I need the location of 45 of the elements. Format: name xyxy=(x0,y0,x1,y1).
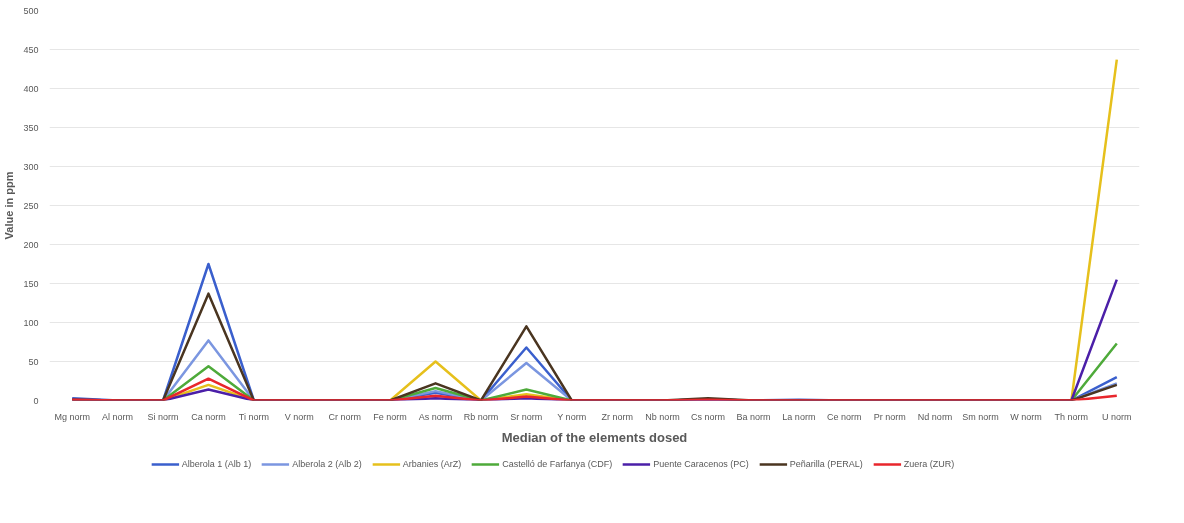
x-tick-label: As norm xyxy=(418,411,453,422)
y-tick-label: 50 xyxy=(28,356,39,367)
x-tick-label: Si norm xyxy=(147,411,179,422)
y-tick-label: 150 xyxy=(23,278,39,289)
legend-label: Arbanies (ArZ) xyxy=(402,459,462,469)
x-tick-label: Zr norm xyxy=(601,411,633,422)
line-series xyxy=(70,377,1119,401)
x-tick-label: Mg norm xyxy=(54,411,90,422)
x-tick-label: W norm xyxy=(1010,411,1042,422)
x-tick-label: Y norm xyxy=(557,411,587,422)
x-tick-label: Ca norm xyxy=(191,411,226,422)
x-tick-label: Cr norm xyxy=(328,411,361,422)
y-axis-title: Value in ppm xyxy=(3,171,16,240)
y-tick-label: 400 xyxy=(23,83,39,94)
x-tick-label: Sm norm xyxy=(962,411,999,422)
y-tick-label: 350 xyxy=(23,122,39,133)
x-tick-label: V norm xyxy=(284,411,314,422)
x-tick-label: Ce norm xyxy=(827,411,862,422)
y-tick-label: 200 xyxy=(23,239,39,250)
x-tick-label: Nd norm xyxy=(917,411,953,422)
y-tick-label: 300 xyxy=(23,161,39,172)
x-tick-label: Ti norm xyxy=(238,411,269,422)
x-tick-label: Pr norm xyxy=(873,411,906,422)
x-tick-label: Rb norm xyxy=(463,411,499,422)
legend-label: Alberola 2 (Alb 2) xyxy=(292,459,362,469)
x-tick-label: U norm xyxy=(1102,411,1132,422)
legend-label: Alberola 1 (Alb 1) xyxy=(181,459,252,469)
y-tick-label: 450 xyxy=(23,44,39,55)
x-axis-title: Median of the elements dosed xyxy=(501,429,688,445)
x-tick-label: Cs norm xyxy=(691,411,726,422)
x-tick-label: La norm xyxy=(782,411,816,422)
x-tick-label: Fe norm xyxy=(373,411,407,422)
legend-label: Zuera (ZUR) xyxy=(903,459,955,469)
x-tick-label: Ba norm xyxy=(736,411,771,422)
y-tick-label: 0 xyxy=(33,395,39,406)
legend-label: Peñarilla (PERAL) xyxy=(789,459,863,469)
legend-label: Castelló de Farfanya (CDF) xyxy=(502,459,613,469)
y-tick-label: 100 xyxy=(23,317,39,328)
x-tick-label: Sr norm xyxy=(510,411,543,422)
y-tick-label: 500 xyxy=(23,5,39,16)
x-tick-label: Th norm xyxy=(1054,411,1089,422)
y-tick-label: 250 xyxy=(23,200,39,211)
x-tick-label: Al norm xyxy=(102,411,134,422)
x-tick-label: Nb norm xyxy=(645,411,680,422)
legend-label: Puente Caracenos (PC) xyxy=(653,459,749,469)
